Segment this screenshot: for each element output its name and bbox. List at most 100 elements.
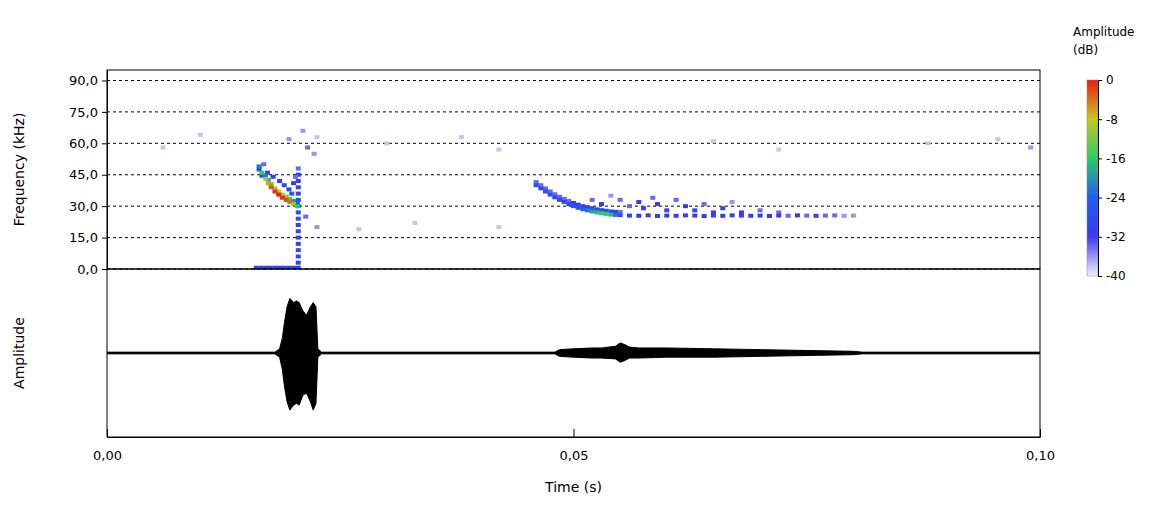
cell: [286, 137, 291, 141]
cell: [650, 196, 655, 200]
cell: [300, 129, 305, 133]
axis-title: Time (s): [544, 479, 602, 495]
cell: [296, 185, 301, 189]
waveform-envelope: [107, 298, 1040, 353]
tick: 15,0: [69, 230, 107, 245]
cell: [289, 192, 294, 196]
cell: [296, 229, 301, 233]
cell: [590, 198, 595, 202]
cell: [571, 204, 576, 208]
cell: [590, 209, 595, 213]
cell: [702, 202, 707, 206]
tick-label: 0: [1106, 73, 1114, 87]
cell: [996, 137, 1001, 141]
cell: [261, 162, 266, 166]
tick: 75,0: [69, 105, 107, 120]
cell: [1028, 146, 1033, 150]
tick: 0,10: [1026, 429, 1055, 463]
cell: [823, 214, 828, 218]
cell: [795, 213, 800, 217]
cell: [613, 213, 618, 217]
tick: -24: [1098, 191, 1126, 205]
tick-label: 45,0: [69, 167, 98, 182]
tick-label: 0,0: [77, 262, 98, 277]
axis-line: [108, 437, 1041, 438]
tick-label: 30,0: [69, 199, 98, 214]
cell: [692, 214, 697, 218]
cell: [552, 195, 557, 199]
cell: [576, 206, 581, 210]
cell: [269, 185, 274, 189]
cell: [286, 187, 291, 191]
tick-mark: [1040, 429, 1041, 437]
colorbar: [1087, 80, 1098, 276]
cell: [459, 135, 464, 139]
cell: [711, 139, 716, 143]
tick-label: -8: [1106, 113, 1118, 127]
colorbar-title: Amplitude(dB): [1073, 25, 1135, 57]
cell: [296, 223, 301, 227]
cell: [804, 214, 809, 218]
cell: [664, 208, 669, 212]
tick-mark: [1098, 119, 1102, 120]
cell: [627, 204, 632, 208]
cell: [263, 177, 268, 181]
tick-label: 60,0: [69, 136, 98, 151]
cell: [296, 166, 301, 170]
cell: [296, 210, 301, 214]
axis-line: [1098, 81, 1099, 277]
tick-label: 15,0: [69, 230, 98, 245]
tick-mark: [1098, 276, 1102, 277]
cell: [282, 183, 287, 187]
cell: [312, 152, 317, 156]
cell: [356, 227, 361, 231]
cell: [314, 135, 319, 139]
tick-label: -40: [1106, 269, 1126, 283]
waveform: [107, 298, 1040, 410]
cell: [534, 183, 539, 187]
tick-label: -32: [1106, 230, 1126, 244]
tick: 60,0: [69, 136, 107, 151]
cell: [776, 214, 781, 218]
cell: [758, 214, 763, 218]
cell: [496, 148, 501, 152]
waveform-envelope: [107, 353, 1040, 410]
cell: [758, 208, 763, 212]
cell: [314, 225, 319, 229]
grid-line: [107, 237, 1040, 238]
cell: [257, 164, 262, 168]
cell: [842, 214, 847, 218]
cell: [604, 212, 609, 216]
cell: [786, 214, 791, 218]
tick-mark: [574, 429, 575, 437]
cell: [277, 179, 282, 183]
tick: -32: [1098, 230, 1126, 244]
axis-title: Amplitude: [11, 317, 27, 389]
cell: [730, 200, 735, 204]
tick-mark: [1098, 198, 1102, 199]
tick: 0,0: [77, 262, 107, 277]
tick-label: 90,0: [69, 73, 98, 88]
cell: [599, 202, 604, 206]
cell: [641, 206, 646, 210]
cell: [702, 214, 707, 218]
tick-label: 0,10: [1026, 448, 1055, 463]
cell: [198, 133, 203, 137]
colorbar-axis: 0-8-16-24-32-40: [1098, 73, 1126, 283]
tick-label: 75,0: [69, 105, 98, 120]
chart: 0,015,030,045,060,075,090,0Frequency (kH…: [0, 0, 1165, 526]
cell: [303, 215, 308, 219]
axis-line: [107, 71, 108, 270]
cell: [655, 202, 660, 206]
cell: [674, 214, 679, 218]
cell: [655, 214, 660, 218]
cell: [296, 261, 301, 265]
tick-mark: [102, 238, 107, 239]
cell: [627, 214, 632, 218]
cell: [608, 213, 613, 217]
cell: [296, 254, 301, 258]
cell: [412, 221, 417, 225]
cell: [832, 213, 837, 217]
cell: [739, 214, 744, 218]
cell: [271, 175, 276, 179]
